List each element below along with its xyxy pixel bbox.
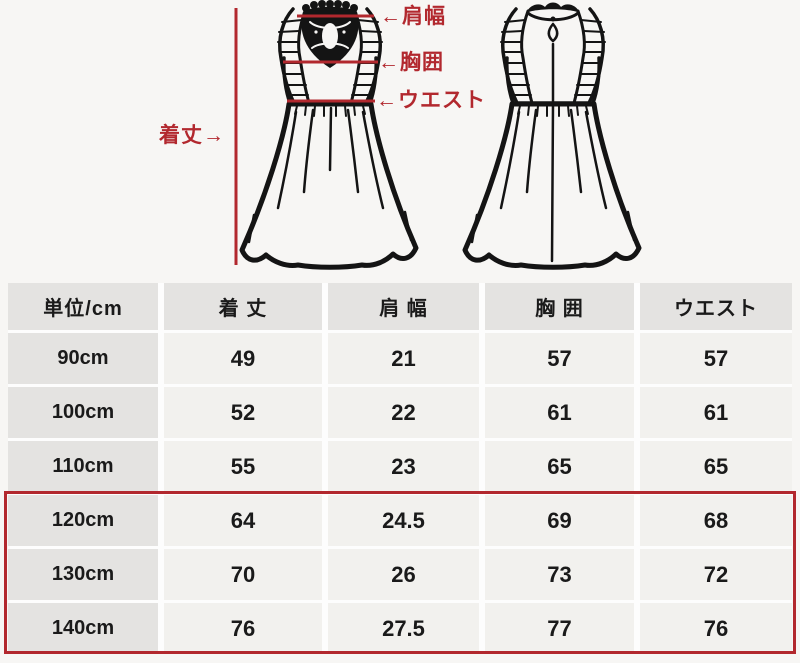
shoulder-width-label: ←肩幅: [380, 5, 446, 28]
size-table: 単位/cm 着 丈 肩 幅 胸 囲 ウエスト 90cm 49 21 57 57 …: [8, 283, 792, 654]
value-cell: 57: [640, 333, 792, 384]
value-cell: 69: [485, 495, 634, 546]
value-cell: 61: [640, 387, 792, 438]
dress-front-icon: [239, 0, 419, 270]
value-cell: 65: [485, 441, 634, 492]
col-header-waist: ウエスト: [640, 283, 792, 330]
value-cell: 72: [640, 549, 792, 600]
value-cell: 52: [164, 387, 322, 438]
row-size-label: 120cm: [8, 495, 158, 546]
value-cell: 70: [164, 549, 322, 600]
value-cell: 65: [640, 441, 792, 492]
dress-measurement-diagram: ←肩幅 ←胸囲 ←ウエスト 着丈→: [0, 0, 800, 283]
value-cell: 23: [328, 441, 479, 492]
col-header-length: 着 丈: [164, 283, 322, 330]
row-size-label: 100cm: [8, 387, 158, 438]
value-cell: 77: [485, 603, 634, 654]
value-cell: 22: [328, 387, 479, 438]
col-header-chest: 胸 囲: [485, 283, 634, 330]
value-cell: 49: [164, 333, 322, 384]
value-cell: 64: [164, 495, 322, 546]
row-size-label: 130cm: [8, 549, 158, 600]
col-header-shoulder: 肩 幅: [328, 283, 479, 330]
value-cell: 26: [328, 549, 479, 600]
row-size-label: 110cm: [8, 441, 158, 492]
dress-illustration: [234, 0, 642, 270]
waist-label: ←ウエスト: [376, 89, 486, 112]
value-cell: 73: [485, 549, 634, 600]
length-label: 着丈→: [159, 124, 225, 147]
value-cell: 76: [640, 603, 792, 654]
value-cell: 61: [485, 387, 634, 438]
value-cell: 21: [328, 333, 479, 384]
value-cell: 76: [164, 603, 322, 654]
value-cell: 57: [485, 333, 634, 384]
dress-back-icon: [462, 2, 642, 270]
col-header-unit: 単位/cm: [8, 283, 158, 330]
row-size-label: 90cm: [8, 333, 158, 384]
value-cell: 55: [164, 441, 322, 492]
value-cell: 27.5: [328, 603, 479, 654]
value-cell: 24.5: [328, 495, 479, 546]
chest-label: ←胸囲: [378, 51, 444, 74]
row-size-label: 140cm: [8, 603, 158, 654]
value-cell: 68: [640, 495, 792, 546]
